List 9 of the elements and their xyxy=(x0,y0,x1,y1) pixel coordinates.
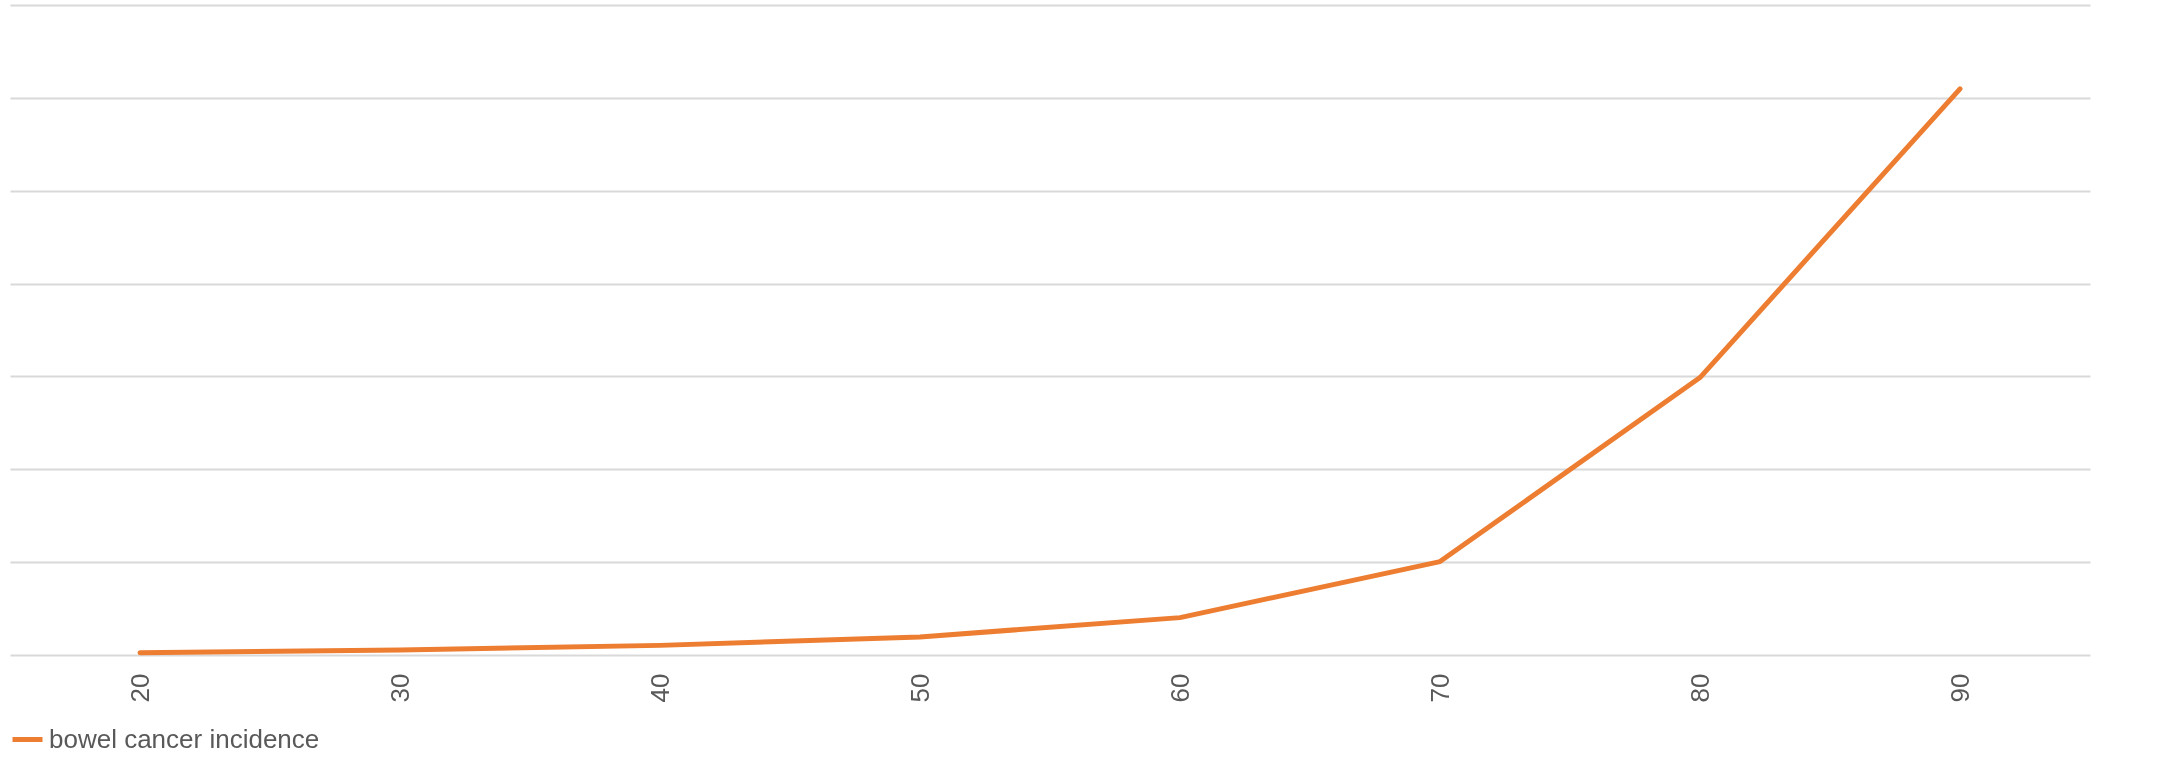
x-tick-label: 30 xyxy=(384,673,415,703)
x-tick-label: 90 xyxy=(1944,673,1975,703)
x-tick-label: 50 xyxy=(904,673,935,703)
x-tick-label: 40 xyxy=(644,673,675,703)
x-tick-label: 20 xyxy=(124,673,155,703)
legend-label: bowel cancer incidence xyxy=(49,723,320,754)
x-tick-label: 80 xyxy=(1684,673,1715,703)
x-tick-label: 70 xyxy=(1424,673,1455,703)
x-tick-label: 60 xyxy=(1164,673,1195,703)
